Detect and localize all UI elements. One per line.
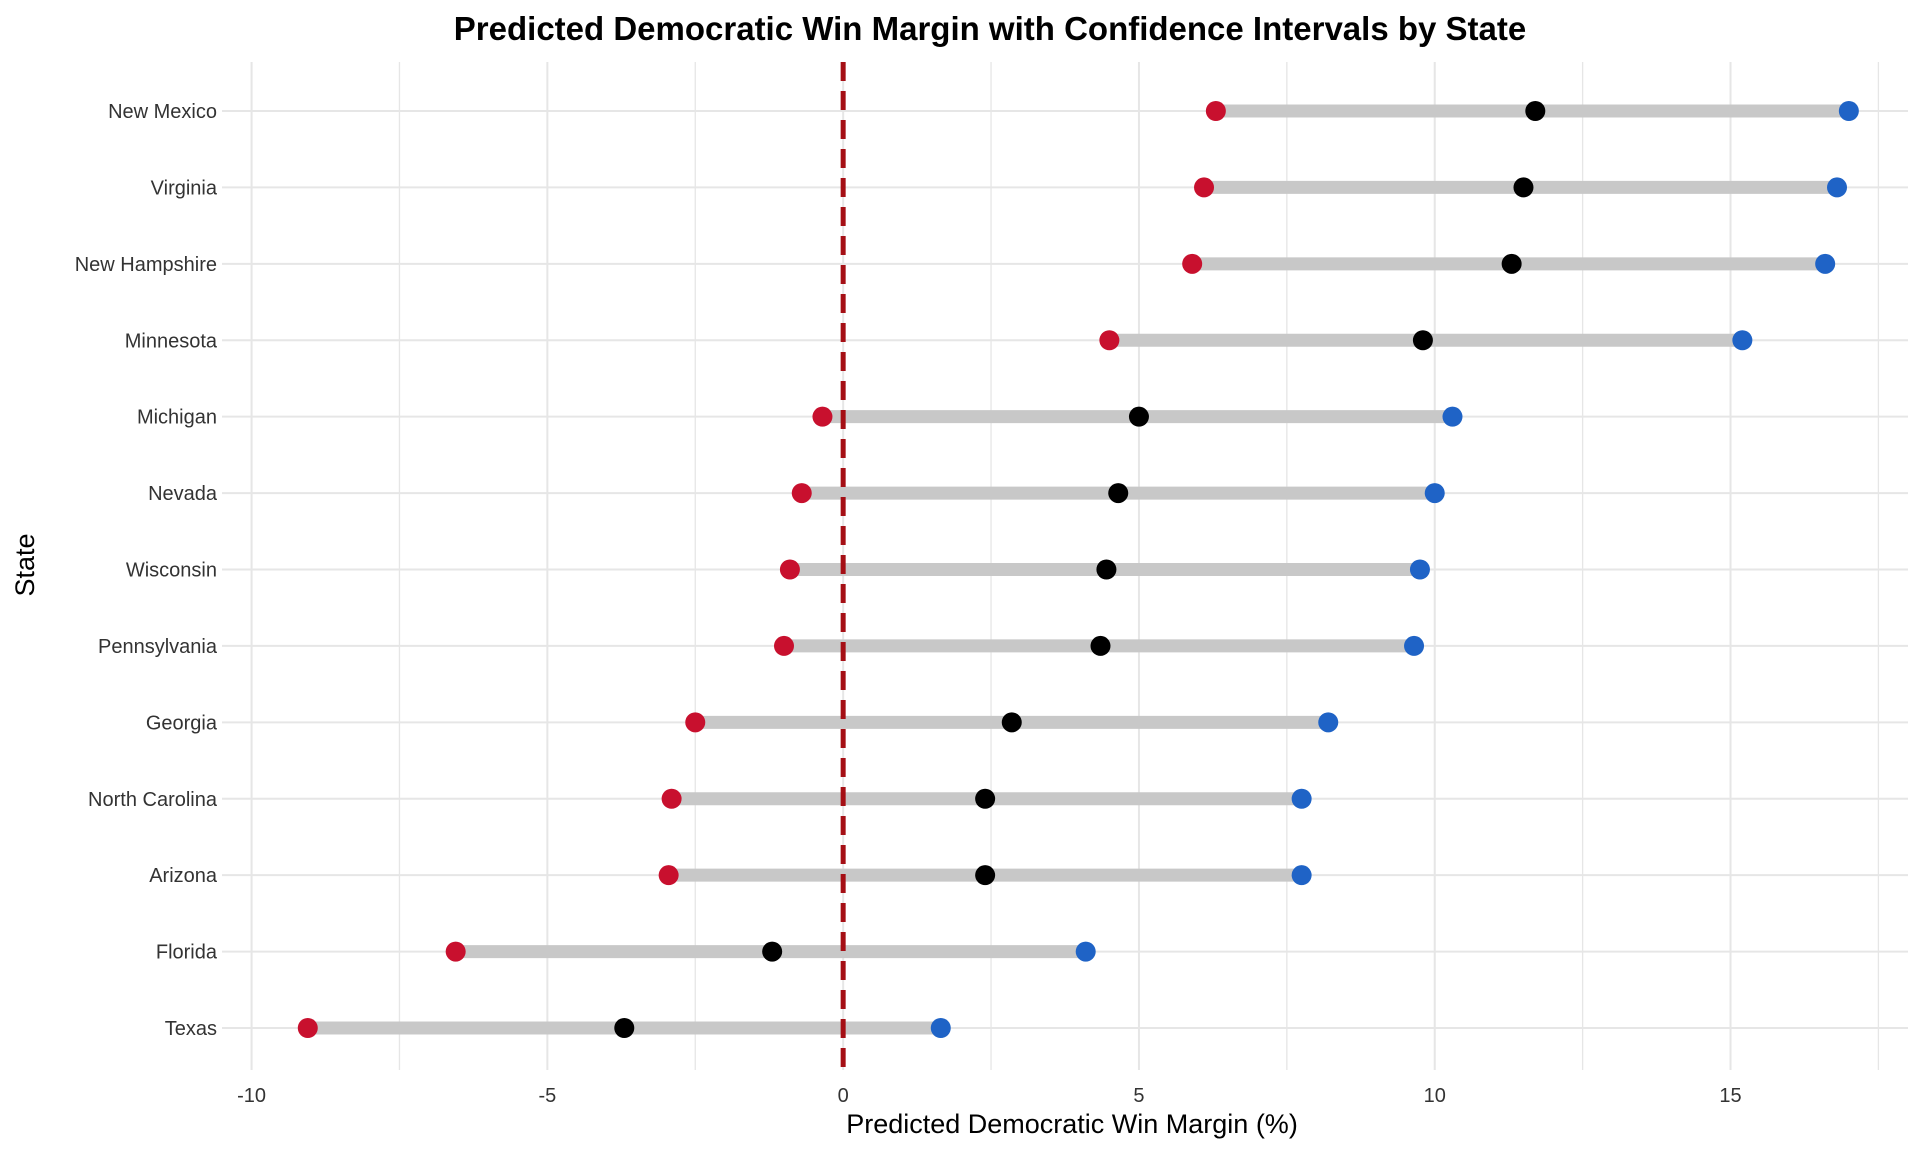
state-tick-label: Wisconsin xyxy=(126,560,217,582)
lower-bound-point xyxy=(685,712,706,733)
estimate-point xyxy=(975,788,996,809)
lower-bound-point xyxy=(1182,253,1203,274)
lower-bound-point xyxy=(1194,177,1215,198)
estimate-point xyxy=(1090,635,1111,656)
lower-bound-point xyxy=(812,406,833,427)
label-layer: -10 -5 0 5 10 15 New Mexico Virginia New Hampshi… xyxy=(75,101,1742,1107)
state-tick-label: Virginia xyxy=(151,177,218,199)
state-tick-label: Texas xyxy=(165,1018,217,1040)
upper-bound-point xyxy=(1442,406,1463,427)
state-tick-label: North Carolina xyxy=(88,789,218,811)
point-layer xyxy=(297,101,1859,1038)
state-tick-label: Minnesota xyxy=(125,330,218,352)
upper-bound-point xyxy=(1815,253,1836,274)
state-tick-label: Arizona xyxy=(149,865,218,887)
x-tick-label: 5 xyxy=(1133,1085,1144,1107)
chart-title: Predicted Democratic Win Margin with Con… xyxy=(454,10,1526,47)
estimate-point xyxy=(1525,101,1546,121)
estimate-point xyxy=(614,1018,635,1038)
lower-bound-point xyxy=(658,865,679,886)
upper-bound-point xyxy=(1732,330,1753,351)
upper-bound-point xyxy=(1409,559,1430,580)
estimate-point xyxy=(762,941,783,962)
estimate-point xyxy=(1108,483,1129,504)
lower-bound-point xyxy=(297,1018,318,1038)
lower-bound-point xyxy=(791,483,812,504)
upper-bound-point xyxy=(1424,483,1445,504)
estimate-point xyxy=(1128,406,1149,427)
upper-bound-point xyxy=(1404,635,1425,656)
estimate-point xyxy=(1001,712,1022,733)
upper-bound-point xyxy=(1827,177,1848,198)
lower-bound-point xyxy=(661,788,682,809)
estimate-point xyxy=(1096,559,1117,580)
x-tick-label: -5 xyxy=(538,1085,556,1107)
x-axis-label: Predicted Democratic Win Margin (%) xyxy=(846,1109,1298,1139)
lower-bound-point xyxy=(779,559,800,580)
estimate-point xyxy=(1513,177,1534,198)
upper-bound-point xyxy=(1075,941,1096,962)
state-tick-label: Nevada xyxy=(148,483,218,505)
y-axis-label: State xyxy=(10,533,40,596)
upper-bound-point xyxy=(930,1018,951,1038)
upper-bound-point xyxy=(1838,101,1859,121)
estimate-point xyxy=(1412,330,1433,351)
x-tick-label: 15 xyxy=(1719,1085,1741,1107)
x-tick-label: 10 xyxy=(1424,1085,1446,1107)
lower-bound-point xyxy=(445,941,466,962)
state-tick-label: Michigan xyxy=(137,407,217,429)
x-tick-label: -10 xyxy=(237,1085,266,1107)
estimate-point xyxy=(1501,253,1522,274)
lower-bound-point xyxy=(1205,101,1226,121)
state-tick-label: New Hampshire xyxy=(75,254,217,276)
state-tick-label: New Mexico xyxy=(108,101,217,123)
upper-bound-point xyxy=(1291,788,1312,809)
upper-bound-point xyxy=(1291,865,1312,886)
estimate-point xyxy=(975,865,996,886)
state-tick-label: Florida xyxy=(156,942,218,964)
state-tick-label: Georgia xyxy=(146,712,218,734)
state-tick-label: Pennsylvania xyxy=(98,636,218,658)
lower-bound-point xyxy=(774,635,794,656)
x-tick-label: 0 xyxy=(838,1085,849,1107)
lower-bound-point xyxy=(1099,330,1120,351)
upper-bound-point xyxy=(1318,712,1339,733)
